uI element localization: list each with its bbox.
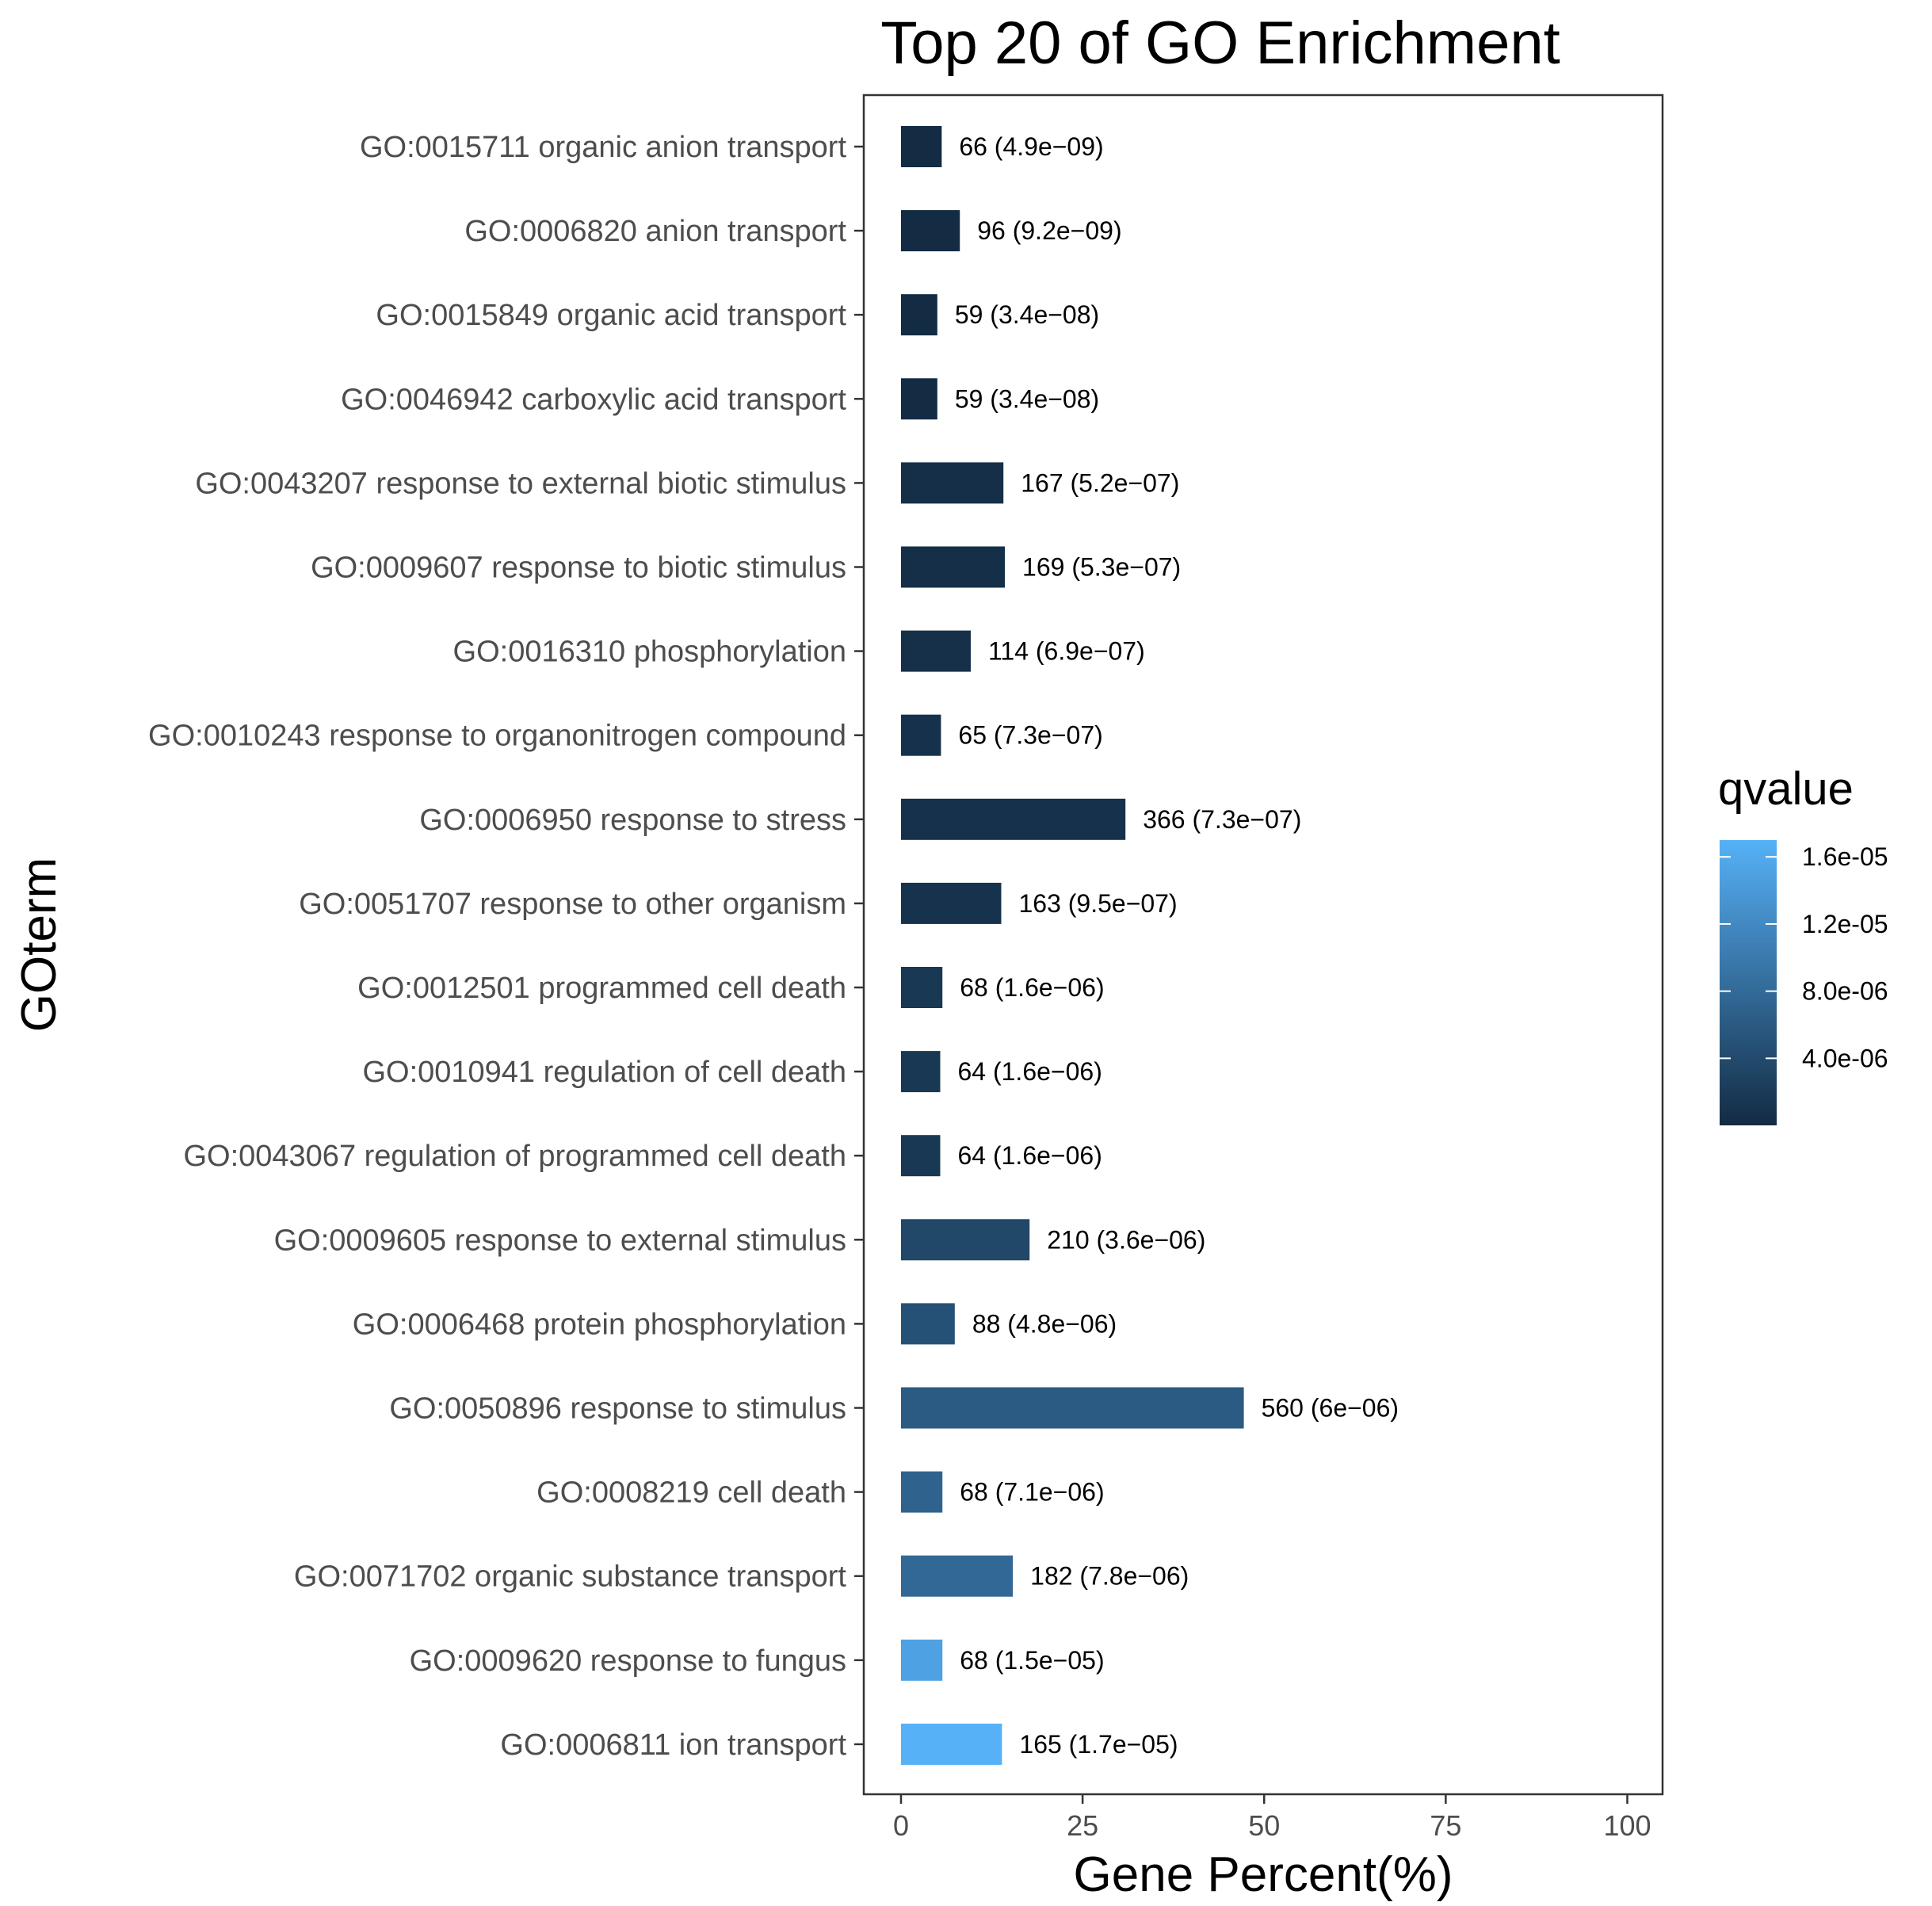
bar — [901, 126, 942, 167]
bar — [901, 1387, 1244, 1429]
bar-data-label: 182 (7.8e−06) — [1030, 1562, 1189, 1591]
bars-group — [901, 126, 1244, 1765]
bar — [901, 1051, 941, 1093]
x-tick-label: 25 — [1067, 1809, 1098, 1842]
bar-data-label: 59 (3.4e−08) — [955, 384, 1099, 413]
y-tick-label: GO:0006820 anion transport — [464, 215, 846, 248]
bar-data-label: 167 (5.2e−07) — [1021, 468, 1179, 497]
y-tick-label: GO:0009620 response to fungus — [410, 1644, 846, 1678]
y-axis-title: GOterm — [12, 858, 67, 1032]
bar-data-label: 68 (1.5e−05) — [960, 1646, 1104, 1675]
bar — [901, 1303, 955, 1345]
bar-data-label: 68 (1.6e−06) — [960, 973, 1104, 1002]
y-tick-label: GO:0051707 response to other organism — [299, 888, 846, 921]
legend-tick-label: 4.0e-06 — [1802, 1044, 1888, 1072]
bar-data-label: 96 (9.2e−09) — [977, 216, 1121, 245]
x-axis-title: Gene Percent(%) — [1074, 1847, 1453, 1902]
bar-data-label: 68 (7.1e−06) — [960, 1478, 1104, 1507]
bar-data-label: 64 (1.6e−06) — [957, 1141, 1102, 1170]
bar-data-label: 210 (3.6e−06) — [1047, 1225, 1205, 1254]
y-tick-label: GO:0006950 response to stress — [419, 804, 846, 837]
bar — [901, 630, 971, 672]
plot-panel-border — [862, 94, 1664, 1796]
bar — [901, 714, 941, 756]
y-tick-label: GO:0008219 cell death — [536, 1476, 846, 1510]
y-tick-label: GO:0010941 regulation of cell death — [362, 1056, 846, 1089]
legend-tick-label: 1.6e-05 — [1802, 842, 1888, 871]
x-tick-label: 100 — [1603, 1809, 1651, 1842]
y-tick-label: GO:0006811 ion transport — [500, 1728, 846, 1762]
bar-data-label: 169 (5.3e−07) — [1022, 553, 1181, 582]
legend-colorbar — [1720, 840, 1777, 1125]
y-tick-label: GO:0009605 response to external stimulus — [274, 1224, 846, 1257]
y-tick-label: GO:0050896 response to stimulus — [389, 1392, 846, 1426]
legend-tick-label: 1.2e-05 — [1802, 910, 1888, 938]
bar-data-label: 560 (6e−06) — [1262, 1394, 1399, 1423]
bar — [901, 1219, 1030, 1261]
y-tick-label: GO:0071702 organic substance transport — [294, 1560, 847, 1594]
bar-data-label: 64 (1.6e−06) — [957, 1057, 1102, 1086]
bar — [901, 882, 1002, 924]
y-tick-label: GO:0012501 programmed cell death — [357, 972, 846, 1005]
y-axis: GO:0015711 organic anion transport GO:000… — [148, 131, 864, 1762]
y-tick-label: GO:0006468 protein phosphorylation — [353, 1308, 846, 1341]
bar-data-label: 66 (4.9e−09) — [959, 132, 1103, 161]
bar-labels-group: 66 (4.9e−09) 96 (9.2e−09) 59 (3.4e−08) 59 (… — [955, 132, 1399, 1759]
bar-data-label: 114 (6.9e−07) — [988, 637, 1145, 666]
bar-data-label: 163 (9.5e−07) — [1018, 889, 1177, 918]
y-tick-label: GO:0015711 organic anion transport — [360, 131, 846, 164]
y-tick-label: GO:0016310 phosphorylation — [453, 636, 846, 669]
y-tick-label: GO:0043207 response to external biotic s… — [195, 467, 846, 500]
bar-data-label: 366 (7.3e−07) — [1143, 805, 1301, 834]
bar — [901, 1135, 941, 1177]
bar — [901, 1555, 1014, 1597]
y-tick-label: GO:0043067 regulation of programmed cell… — [183, 1140, 846, 1173]
bar — [901, 1723, 1002, 1765]
bar — [901, 210, 960, 252]
legend: qvalue 1.6e-05 1.2e-05 8.0e-06 4.0e-06 — [1718, 763, 1888, 1125]
bar-data-label: 165 (1.7e−05) — [1019, 1730, 1178, 1759]
legend-tick-label: 8.0e-06 — [1802, 977, 1888, 1006]
y-tick-label: GO:0010243 response to organonitrogen co… — [148, 720, 846, 753]
x-tick-label: 75 — [1430, 1809, 1461, 1842]
bar-data-label: 59 (3.4e−08) — [955, 300, 1099, 329]
bar — [901, 967, 943, 1008]
bar-data-label: 88 (4.8e−06) — [972, 1309, 1117, 1338]
legend-ticks: 1.6e-05 1.2e-05 8.0e-06 4.0e-06 — [1720, 842, 1888, 1072]
x-tick-label: 0 — [893, 1809, 909, 1842]
bar — [901, 798, 1126, 840]
bar — [901, 462, 1004, 504]
bar — [901, 378, 937, 420]
x-axis: 0 25 50 75 100 — [893, 1794, 1651, 1842]
x-tick-label: 50 — [1248, 1809, 1280, 1842]
bar-data-label: 65 (7.3e−07) — [958, 721, 1102, 750]
y-tick-label: GO:0015849 organic acid transport — [376, 299, 846, 332]
legend-title: qvalue — [1718, 763, 1854, 815]
bar — [901, 546, 1006, 588]
bar — [901, 1639, 943, 1681]
bar — [901, 1471, 943, 1513]
y-tick-label: GO:0046942 carboxylic acid transport — [341, 383, 846, 416]
bar — [901, 294, 937, 336]
y-tick-label: GO:0009607 response to biotic stimulus — [311, 552, 846, 585]
chart-title: Top 20 of GO Enrichment — [880, 10, 1560, 77]
